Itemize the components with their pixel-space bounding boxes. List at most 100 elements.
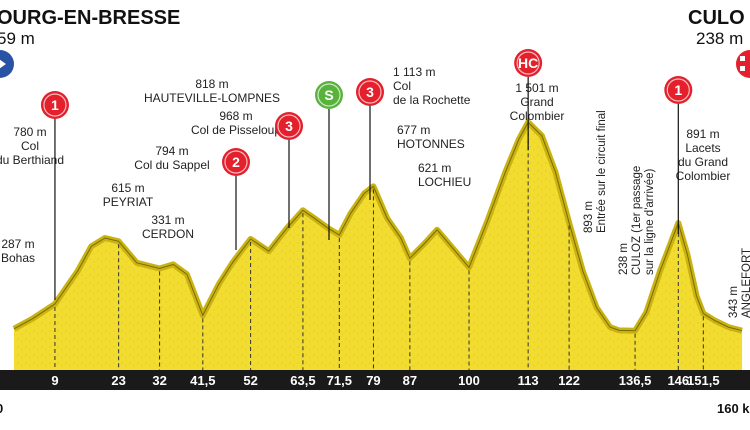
category-badge-icon [275, 112, 303, 140]
vertical-label-line: Entrée sur le circuit final [596, 110, 608, 233]
start-marker-icon [0, 50, 14, 78]
km-ticks: 9 23 32 41,5 52 63,5 71,5 79 87 100 113 122 136,5 146… [51, 373, 719, 388]
category-badge-label: 3 [285, 118, 293, 134]
climb-label-line: Col [393, 79, 411, 93]
badge-ring [317, 83, 341, 107]
climb-label-line: 1 501 m [515, 81, 558, 95]
category-badge-label: 1 [674, 82, 682, 98]
climb-label-line: 287 m [1, 237, 34, 251]
finish-town-name: CULO [688, 7, 745, 29]
km-tick-label: 32 [152, 373, 166, 388]
vertical-label: 343 m ANGLEFORT [728, 248, 750, 318]
km-tick-label: 146 [667, 373, 689, 388]
finish-altitude: 238 m [696, 29, 743, 48]
category-badge-label: 1 [51, 97, 59, 113]
vertical-label-line: 893 m [583, 201, 595, 233]
climb-label-line: 615 m [111, 181, 144, 195]
climb-label-line: CERDON [142, 227, 194, 241]
climb-label-line: Colombier [676, 169, 731, 183]
km-tick-label: 63,5 [290, 373, 315, 388]
climb-label-line: Col du Sappel [134, 158, 209, 172]
category-badge-icon [664, 76, 693, 104]
distance-start-label: 0 [0, 401, 3, 416]
badge-ring [43, 93, 67, 117]
climb-label-line: 794 m [155, 144, 188, 158]
badge-ring [516, 51, 540, 75]
finish-marker-icon [736, 50, 750, 78]
category-badge-icon [222, 148, 250, 176]
category-badge-label: 2 [232, 154, 240, 170]
km-tick-label: 23 [111, 373, 125, 388]
climb-label-line: du Berthiand [0, 153, 64, 167]
climb-label-line: HOTONNES [397, 137, 465, 151]
km-tick-label: 79 [366, 373, 380, 388]
vertical-label-line: 238 m [618, 243, 630, 275]
climb-label-line: HAUTEVILLE-LOMPNES [144, 91, 280, 105]
category-badge-icon [315, 81, 343, 109]
start-town-name: OURG-EN-BRESSE [0, 7, 180, 29]
km-tick-label: 71,5 [327, 373, 352, 388]
badge-ring [277, 114, 301, 138]
km-tick-label: 151,5 [687, 373, 720, 388]
km-tick-label: 87 [403, 373, 417, 388]
climb-label-line: 818 m [195, 77, 228, 91]
category-badge-icon [514, 49, 543, 77]
climb-label-line: Grand [520, 95, 553, 109]
start-altitude: 59 m [0, 29, 35, 48]
profile-layer [12, 119, 743, 370]
climb-label-line: PEYRIAT [103, 195, 154, 209]
vertical-label: 893 m Entrée sur le circuit final [583, 110, 608, 233]
km-axis-bar [0, 370, 750, 390]
km-tick-label: 9 [51, 373, 58, 388]
climb-label-line: 968 m [219, 109, 252, 123]
category-badge-icon [40, 91, 69, 119]
climb-label-line: 1 113 m [393, 65, 435, 79]
vertical-label-line: sur la ligne d'arrivée) [644, 168, 656, 275]
climb-label-line: 677 m [397, 123, 430, 137]
badge-ring [224, 150, 248, 174]
climb-label-line: LOCHIEU [418, 175, 471, 189]
badge-ring [358, 80, 382, 104]
climb-label-line: Lacets [685, 141, 720, 155]
climb-label-line: Col de Pisseloup [191, 123, 281, 137]
climb-label-line: 780 m [13, 125, 46, 139]
profile-outline [13, 121, 743, 332]
km-tick-label: 52 [243, 373, 257, 388]
climb-label-line: de la Rochette [393, 93, 471, 107]
distance-end-label: 160 k [717, 401, 750, 416]
climb-label-line: Col [21, 139, 39, 153]
category-badge-label: 3 [366, 84, 374, 100]
profile-area [14, 122, 742, 370]
km-tick-label: 100 [458, 373, 480, 388]
climb-label-line: du Grand [678, 155, 728, 169]
km-tick-label: 113 [518, 373, 539, 388]
climb-label-line: 891 m [686, 127, 719, 141]
climb-label-line: Bohas [1, 251, 35, 265]
vertical-label-line: CULOZ (1er passage [631, 166, 643, 275]
vertical-label-line: ANGLEFORT [741, 248, 750, 318]
vertical-label-line: 343 m [728, 286, 740, 318]
category-badge-icon [356, 78, 384, 106]
km-tick-label: 41,5 [190, 373, 215, 388]
badge-ring [666, 78, 690, 102]
category-badge-label: S [324, 87, 333, 103]
climb-label-line: 621 m [418, 161, 451, 175]
km-tick-label: 136,5 [619, 373, 652, 388]
climb-label-line: 331 m [151, 213, 184, 227]
km-tick-label: 122 [558, 373, 580, 388]
category-badge-label: HC [518, 55, 538, 71]
